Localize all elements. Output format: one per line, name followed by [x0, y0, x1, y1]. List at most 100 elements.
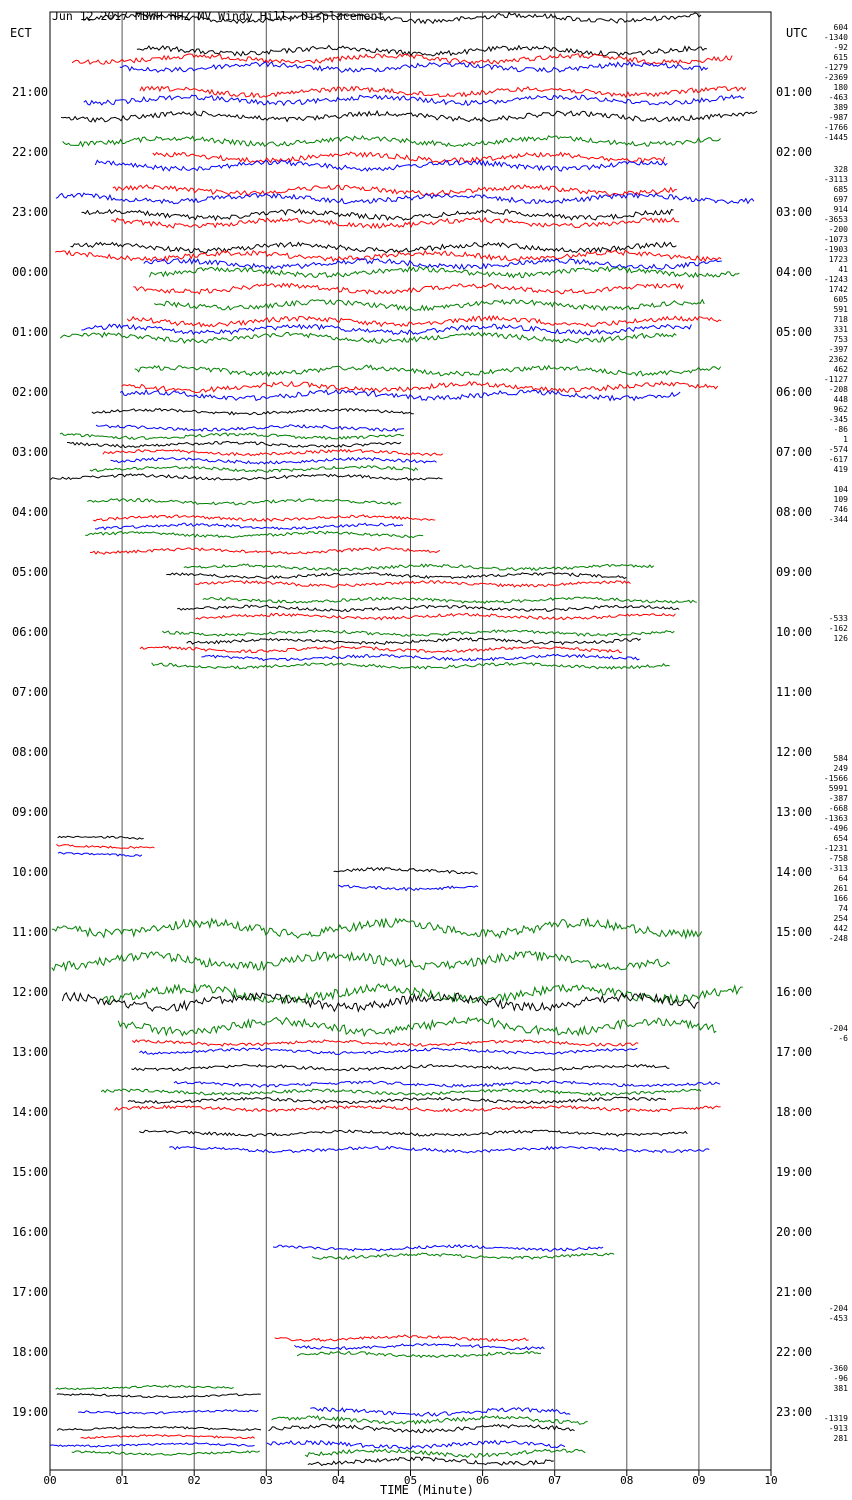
right-hour-label: 20:00 — [776, 1225, 812, 1239]
trace-amplitude-label: -758 — [829, 854, 848, 863]
trace-amplitude-label: 1723 — [829, 255, 848, 264]
seismic-trace — [114, 1104, 721, 1113]
trace-amplitude-label: 685 — [834, 185, 849, 194]
trace-amplitude-label: -668 — [829, 804, 848, 813]
trace-amplitude-label: 442 — [834, 924, 849, 933]
seismic-trace — [78, 1409, 259, 1415]
trace-amplitude-label: 104 — [834, 485, 849, 494]
right-axis-label: UTC — [786, 26, 808, 40]
seismic-trace — [166, 572, 627, 580]
right-hour-label: 09:00 — [776, 565, 812, 579]
seismic-trace — [139, 645, 622, 654]
trace-amplitude-label: -1363 — [824, 814, 848, 823]
seismic-trace — [56, 843, 155, 849]
right-hour-label: 23:00 — [776, 1405, 812, 1419]
trace-amplitude-label: -3653 — [824, 215, 848, 224]
seismic-trace — [194, 579, 631, 588]
seismic-trace — [274, 1334, 529, 1342]
trace-amplitude-label: -92 — [834, 43, 849, 52]
seismic-trace — [133, 282, 684, 295]
x-tick-label: 03 — [260, 1474, 273, 1487]
left-hour-label: 19:00 — [12, 1405, 48, 1419]
x-tick-label: 02 — [188, 1474, 201, 1487]
left-hour-label: 16:00 — [12, 1225, 48, 1239]
trace-amplitude-label: -208 — [829, 385, 848, 394]
seismic-trace — [81, 208, 674, 222]
trace-amplitude-label: 584 — [834, 754, 849, 763]
seismic-trace — [112, 184, 677, 197]
left-hour-label: 00:00 — [12, 265, 48, 279]
trace-amplitude-label: -360 — [829, 1364, 848, 1373]
trace-amplitude-label: 419 — [834, 465, 849, 474]
left-hour-label: 15:00 — [12, 1165, 48, 1179]
trace-amplitude-label: 261 — [834, 884, 849, 893]
right-hour-label: 04:00 — [776, 265, 812, 279]
right-hour-label: 05:00 — [776, 325, 812, 339]
trace-amplitude-label: 962 — [834, 405, 849, 414]
seismic-trace — [71, 1450, 260, 1456]
seismic-trace — [81, 323, 692, 336]
seismic-trace — [85, 530, 424, 539]
left-hour-label: 03:00 — [12, 445, 48, 459]
seismic-trace — [121, 380, 719, 394]
seismic-traces — [50, 11, 758, 1467]
trace-amplitude-label: 41 — [838, 265, 848, 274]
trace-amplitude-label: 604 — [834, 23, 849, 32]
right-hour-label: 13:00 — [776, 805, 812, 819]
left-hour-label: 08:00 — [12, 745, 48, 759]
seismic-trace — [56, 1393, 261, 1399]
seismic-trace — [93, 514, 436, 522]
trace-amplitude-label: -1445 — [824, 133, 848, 142]
right-hour-label: 07:00 — [776, 445, 812, 459]
right-hour-label: 08:00 — [776, 505, 812, 519]
trace-amplitude-label: -1566 — [824, 774, 848, 783]
trace-amplitude-label: -1243 — [824, 275, 848, 284]
seismic-trace — [87, 498, 402, 506]
trace-amplitude-label: -617 — [829, 455, 848, 464]
right-hour-label: 12:00 — [776, 745, 812, 759]
trace-amplitude-label: 109 — [834, 495, 849, 504]
trace-amplitude-label: -574 — [829, 445, 848, 454]
right-hour-label: 02:00 — [776, 145, 812, 159]
right-hour-label: 06:00 — [776, 385, 812, 399]
trace-amplitude-label: 254 — [834, 914, 849, 923]
left-hour-label: 10:00 — [12, 865, 48, 879]
right-hour-label: 03:00 — [776, 205, 812, 219]
trace-amplitude-label: 74 — [838, 904, 848, 913]
seismic-trace — [136, 44, 707, 57]
trace-amplitude-label: -248 — [829, 934, 848, 943]
seismic-trace — [57, 835, 144, 840]
seismic-trace — [177, 604, 680, 613]
x-tick-label: 06 — [476, 1474, 489, 1487]
seismic-trace — [94, 159, 668, 172]
seismic-trace — [57, 851, 143, 857]
x-tick-label: 04 — [332, 1474, 346, 1487]
seismic-trace — [161, 629, 675, 637]
left-axis-label: ECT — [10, 26, 32, 40]
seismic-trace — [83, 94, 744, 107]
seismic-trace — [102, 448, 444, 457]
seismic-trace — [271, 1414, 588, 1425]
right-hour-label: 11:00 — [776, 685, 812, 699]
seismic-trace — [139, 1047, 638, 1055]
seismic-trace — [268, 1423, 575, 1434]
seismic-trace — [110, 456, 437, 465]
trace-amplitude-label: -344 — [829, 515, 848, 524]
seismic-trace — [59, 432, 404, 441]
seismic-trace — [127, 1096, 667, 1105]
seismic-trace — [70, 241, 677, 254]
trace-amplitude-label: -1903 — [824, 245, 848, 254]
right-hour-label: 10:00 — [776, 625, 812, 639]
seismic-trace — [51, 950, 671, 973]
trace-amplitude-label: 1742 — [829, 285, 848, 294]
trace-amplitude-label: 2362 — [829, 355, 848, 364]
trace-amplitude-label: -1340 — [824, 33, 848, 42]
seismic-trace — [55, 1384, 234, 1391]
trace-amplitude-label: -1319 — [824, 1414, 848, 1423]
trace-amplitude-label: -204 — [829, 1304, 848, 1313]
seismic-trace — [148, 265, 740, 279]
seismic-trace — [307, 1456, 554, 1467]
seismic-trace — [71, 53, 733, 66]
trace-amplitude-label: 64 — [838, 874, 848, 883]
